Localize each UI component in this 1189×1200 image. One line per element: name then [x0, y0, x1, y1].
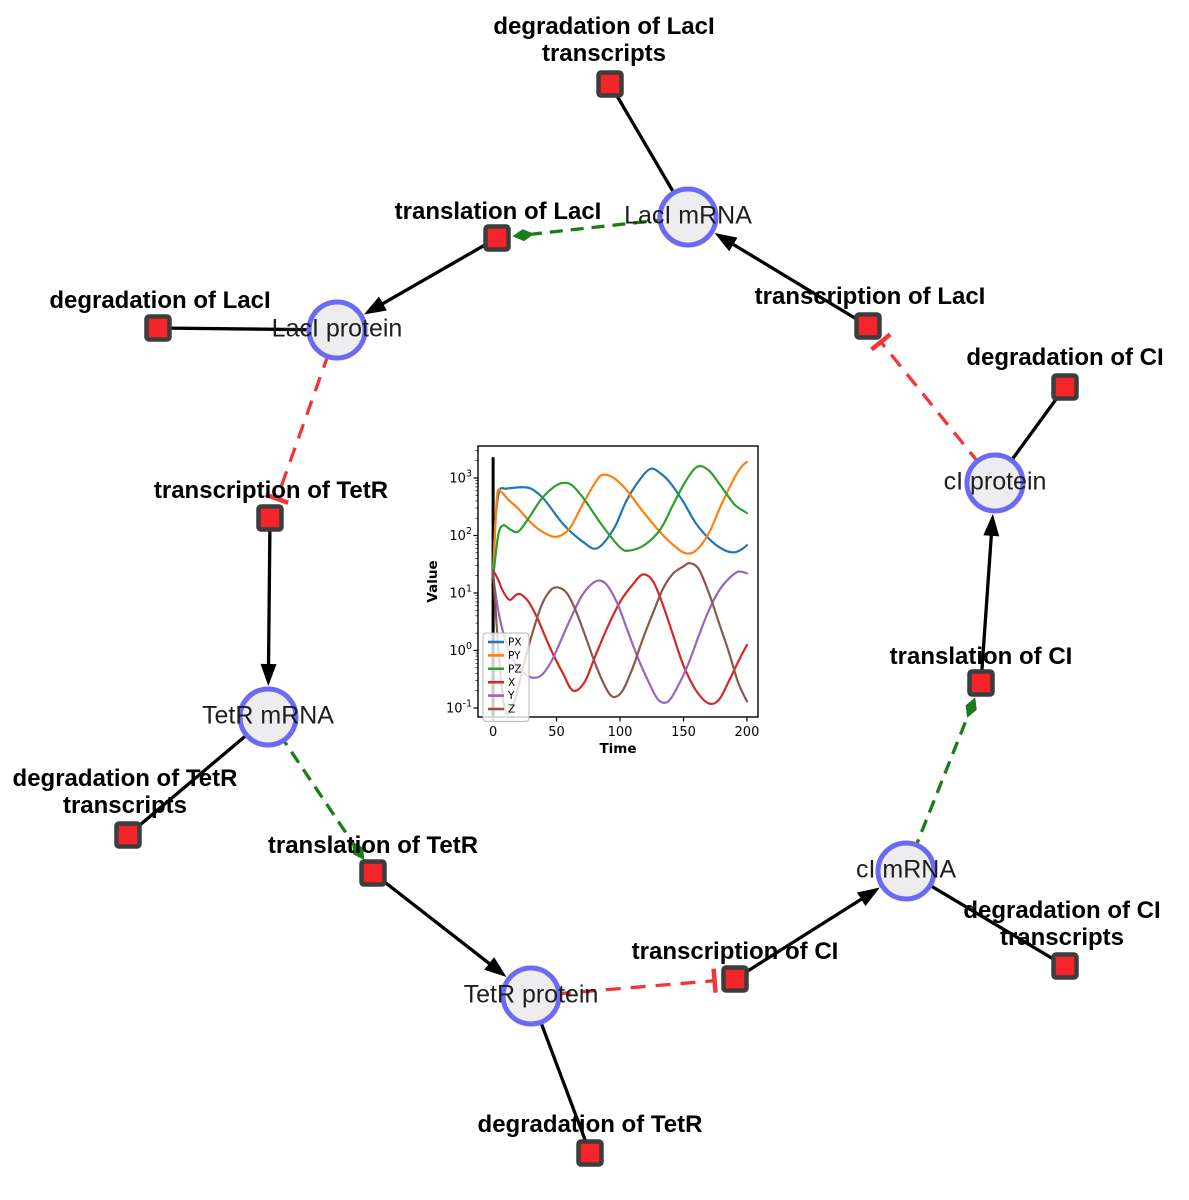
- reaction-label-translation_tetr: translation of TetR: [268, 832, 478, 859]
- species-label-ci_mrna: cI mRNA: [856, 856, 956, 884]
- legend-label-Z: Z: [508, 704, 515, 716]
- species-label-laci_protein: LacI protein: [272, 315, 403, 343]
- series-line-X: [492, 569, 749, 706]
- legend-label-PX: PX: [508, 637, 522, 649]
- species-node-laci_protein: [306, 299, 368, 361]
- reaction-node-deg_ci: [1051, 373, 1079, 401]
- edge-product-transcription_ci-ci_mrna: [734, 891, 873, 981]
- node-layer: [114, 70, 1079, 1167]
- y-axis-label: Value: [425, 560, 441, 602]
- series-line-PY: [492, 460, 749, 577]
- arrowhead-icon: [260, 663, 277, 687]
- species-node-laci_mrna: [657, 186, 719, 248]
- reaction-label-deg_tetr: degradation of TetR: [478, 1111, 703, 1138]
- edge-product-translation_tetr-tetr_protein: [371, 871, 500, 973]
- reaction-node-transcription_ci: [721, 965, 749, 993]
- series-line-PX: [492, 467, 749, 572]
- label-layer: degradation of LacI transcripts translatio…: [13, 13, 1164, 1138]
- edge-product-translation_laci-laci_protein: [371, 236, 498, 311]
- legend-label-PZ: PZ: [508, 663, 522, 675]
- reaction-label-transcription_laci: transcription of LacI: [755, 283, 986, 310]
- x-tick-label: 200: [735, 725, 760, 740]
- x-tick-label: 50: [548, 725, 565, 740]
- y-tick-label: 101: [449, 583, 472, 601]
- arrowhead-icon: [714, 233, 738, 252]
- reaction-node-translation_ci: [967, 669, 995, 697]
- reaction-node-deg_laci_tx: [596, 70, 624, 98]
- y-tick-label: 103: [449, 468, 472, 486]
- x-axis-label: Time: [599, 741, 636, 757]
- species-node-ci_mrna: [875, 840, 937, 902]
- legend-label-X: X: [508, 677, 515, 689]
- species-label-tetr_protein: TetR protein: [464, 981, 599, 1009]
- legend-label-Y: Y: [507, 690, 515, 702]
- x-tick-label: 0: [489, 725, 497, 740]
- reaction-node-transcription_tetr: [256, 504, 284, 532]
- arrowhead-icon: [983, 513, 1000, 537]
- x-tick-label: 150: [671, 725, 696, 740]
- edge-reactant-tetr_mrna-deg_tetr_tx: [126, 715, 270, 837]
- reaction-label-deg_tetr_tx: degradation of TetR transcripts: [13, 765, 238, 819]
- modifier-arrowhead-icon: [965, 697, 977, 718]
- reaction-node-deg_tetr_tx: [114, 821, 142, 849]
- reaction-node-deg_tetr: [576, 1139, 604, 1167]
- reaction-label-translation_ci: translation of CI: [890, 643, 1073, 670]
- inhibitor-bar-icon: [711, 968, 718, 993]
- species-node-tetr_mrna: [237, 686, 299, 748]
- reaction-label-transcription_ci: transcription of CI: [632, 938, 839, 965]
- x-tick-label: 100: [608, 725, 633, 740]
- arrowhead-icon: [484, 957, 507, 977]
- edge-product-translation_ci-ci_protein: [979, 523, 994, 684]
- inhibitor-bar-icon: [870, 332, 892, 352]
- species-label-laci_mrna: LacI mRNA: [624, 202, 752, 230]
- reaction-label-translation_laci: translation of LacI: [395, 198, 602, 225]
- inhibitor-bar-icon: [264, 492, 289, 505]
- reaction-label-deg_ci_tx: degradation of CI transcripts: [963, 897, 1160, 951]
- y-tick-label: 102: [449, 526, 472, 544]
- edge-product-transcription_tetr-tetr_mrna: [266, 517, 272, 677]
- edge-product-transcription_laci-laci_mrna: [722, 236, 869, 328]
- y-tick-label: 100: [449, 641, 472, 659]
- reaction-label-deg_laci_tx: degradation of LacI transcripts: [493, 13, 714, 67]
- reaction-node-deg_laci: [144, 314, 172, 342]
- reaction-node-deg_ci_tx: [1051, 952, 1079, 980]
- reaction-label-deg_laci: degradation of LacI: [49, 287, 270, 314]
- modifier-arrowhead-icon: [512, 229, 535, 242]
- modifier-arrowhead-icon: [352, 841, 365, 861]
- reaction-label-transcription_tetr: transcription of TetR: [154, 477, 388, 504]
- y-tick-label: 10-1: [446, 698, 472, 716]
- series-line-PZ: [492, 465, 749, 580]
- species-node-tetr_protein: [500, 965, 562, 1027]
- species-label-tetr_mrna: TetR mRNA: [202, 702, 334, 730]
- plot-frame: [477, 445, 759, 718]
- reaction-node-translation_tetr: [359, 859, 387, 887]
- reaction-node-translation_laci: [483, 224, 511, 252]
- reaction-node-transcription_laci: [854, 312, 882, 340]
- arrowhead-icon: [363, 296, 387, 315]
- species-node-ci_protein: [964, 452, 1026, 514]
- species-label-ci_protein: cI protein: [944, 468, 1047, 496]
- reaction-label-deg_ci: degradation of CI: [966, 344, 1163, 371]
- edge-inhibitor-tetr_protein-transcription_ci: [530, 979, 715, 998]
- arrowhead-icon: [856, 887, 880, 907]
- inset-timeseries-chart: 0 50 100 150 20010-1100101102103TimeValuePXP…: [425, 445, 760, 757]
- edge-reactant-ci_mrna-deg_ci_tx: [905, 869, 1066, 968]
- legend-label-PY: PY: [508, 650, 521, 662]
